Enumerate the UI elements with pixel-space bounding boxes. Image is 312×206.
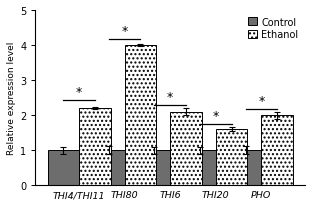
Text: *: *	[258, 95, 265, 108]
Bar	[125, 46, 156, 185]
Y-axis label: Relative expression level: Relative expression level	[7, 42, 16, 154]
Text: *: *	[167, 91, 173, 104]
Bar	[79, 109, 110, 185]
Legend: Control, Ethanol: Control, Ethanol	[246, 16, 300, 42]
Bar	[230, 150, 261, 185]
Bar	[261, 116, 293, 185]
Bar	[48, 150, 79, 185]
Bar	[170, 112, 202, 185]
Text: *: *	[122, 25, 128, 37]
Bar	[139, 150, 170, 185]
Bar	[184, 150, 216, 185]
Text: *: *	[76, 86, 82, 99]
Bar	[93, 150, 125, 185]
Text: *: *	[213, 109, 219, 122]
Bar	[216, 130, 247, 185]
